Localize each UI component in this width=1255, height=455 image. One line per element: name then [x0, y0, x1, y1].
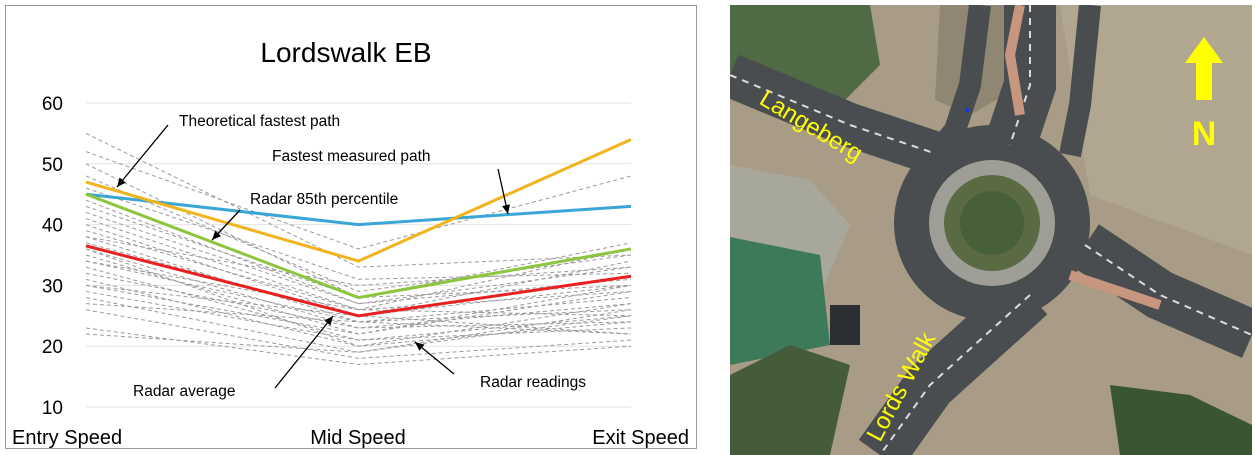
aerial-map: Langeberg Lords Walk N	[730, 5, 1252, 455]
radar-reading-line-13	[85, 248, 632, 329]
radar-reading-line-15	[85, 260, 632, 323]
north-label: N	[1192, 115, 1217, 153]
north-arrow-icon	[1185, 37, 1223, 100]
y-tick-label: 10	[42, 398, 63, 419]
speed-chart-panel: Lordswalk EB Theoretical fastest path Fa…	[5, 5, 697, 449]
radar-reading-line-21	[85, 297, 632, 353]
series-line-radar-85th-percentile	[85, 192, 632, 300]
y-tick-label: 50	[42, 155, 63, 176]
arrowhead-icon	[324, 316, 333, 326]
building-green-roof	[730, 237, 830, 365]
annotation-radar-readings: Radar readings	[480, 374, 586, 391]
radar-reading-line-2	[85, 151, 632, 250]
radar-reading-line-25	[85, 309, 632, 353]
radar-reading-line-23	[85, 309, 632, 359]
radar-reading-line-4	[85, 175, 632, 292]
radar-reading-line-22	[85, 303, 632, 335]
arrow-radar-average	[274, 315, 334, 389]
radar-reading-line-9	[85, 224, 632, 317]
y-tick-label: 20	[42, 337, 63, 358]
chart-title: Lordswalk EB	[260, 37, 431, 68]
annotation-radar-85th-percentile: Radar 85th percentile	[250, 191, 398, 208]
radar-reading-line-30	[85, 248, 632, 347]
y-tick-label: 30	[42, 276, 63, 297]
speed-chart: Lordswalk EB Theoretical fastest path Fa…	[12, 37, 689, 449]
x-tick-label: Mid Speed	[310, 427, 406, 449]
arrowhead-icon	[212, 230, 222, 240]
radar-reading-line-19	[85, 284, 632, 335]
radar-reading-line-7	[85, 211, 632, 305]
x-tick-label: Entry Speed	[12, 427, 122, 449]
series-line-radar-average	[85, 244, 632, 318]
series-line-theoretical-fastest-path	[85, 192, 632, 227]
annotation-fastest-measured-path: Fastest measured path	[272, 148, 431, 165]
radar-reading-line-17	[85, 272, 632, 329]
aerial-map-panel: Langeberg Lords Walk N	[730, 5, 1252, 455]
arrow-theoretical-fastest-path	[116, 124, 169, 188]
series-line-fastest-measured-path	[85, 138, 632, 263]
arrowhead-icon	[117, 177, 126, 187]
y-tick-label: 40	[42, 216, 63, 237]
arrowhead-icon	[415, 342, 425, 351]
annotation-radar-average: Radar average	[133, 383, 236, 400]
radar-reading-line-27	[85, 260, 632, 317]
radar-reading-line-26	[85, 236, 632, 286]
arrowhead-icon	[502, 204, 510, 214]
radar-reading-line-1	[85, 132, 632, 268]
radar-reading-line-20	[85, 290, 632, 341]
radar-reading-line-5	[85, 187, 632, 280]
annotation-theoretical-fastest-path: Theoretical fastest path	[179, 113, 340, 130]
x-tick-label: Exit Speed	[592, 427, 689, 449]
y-tick-label: 60	[42, 94, 63, 115]
